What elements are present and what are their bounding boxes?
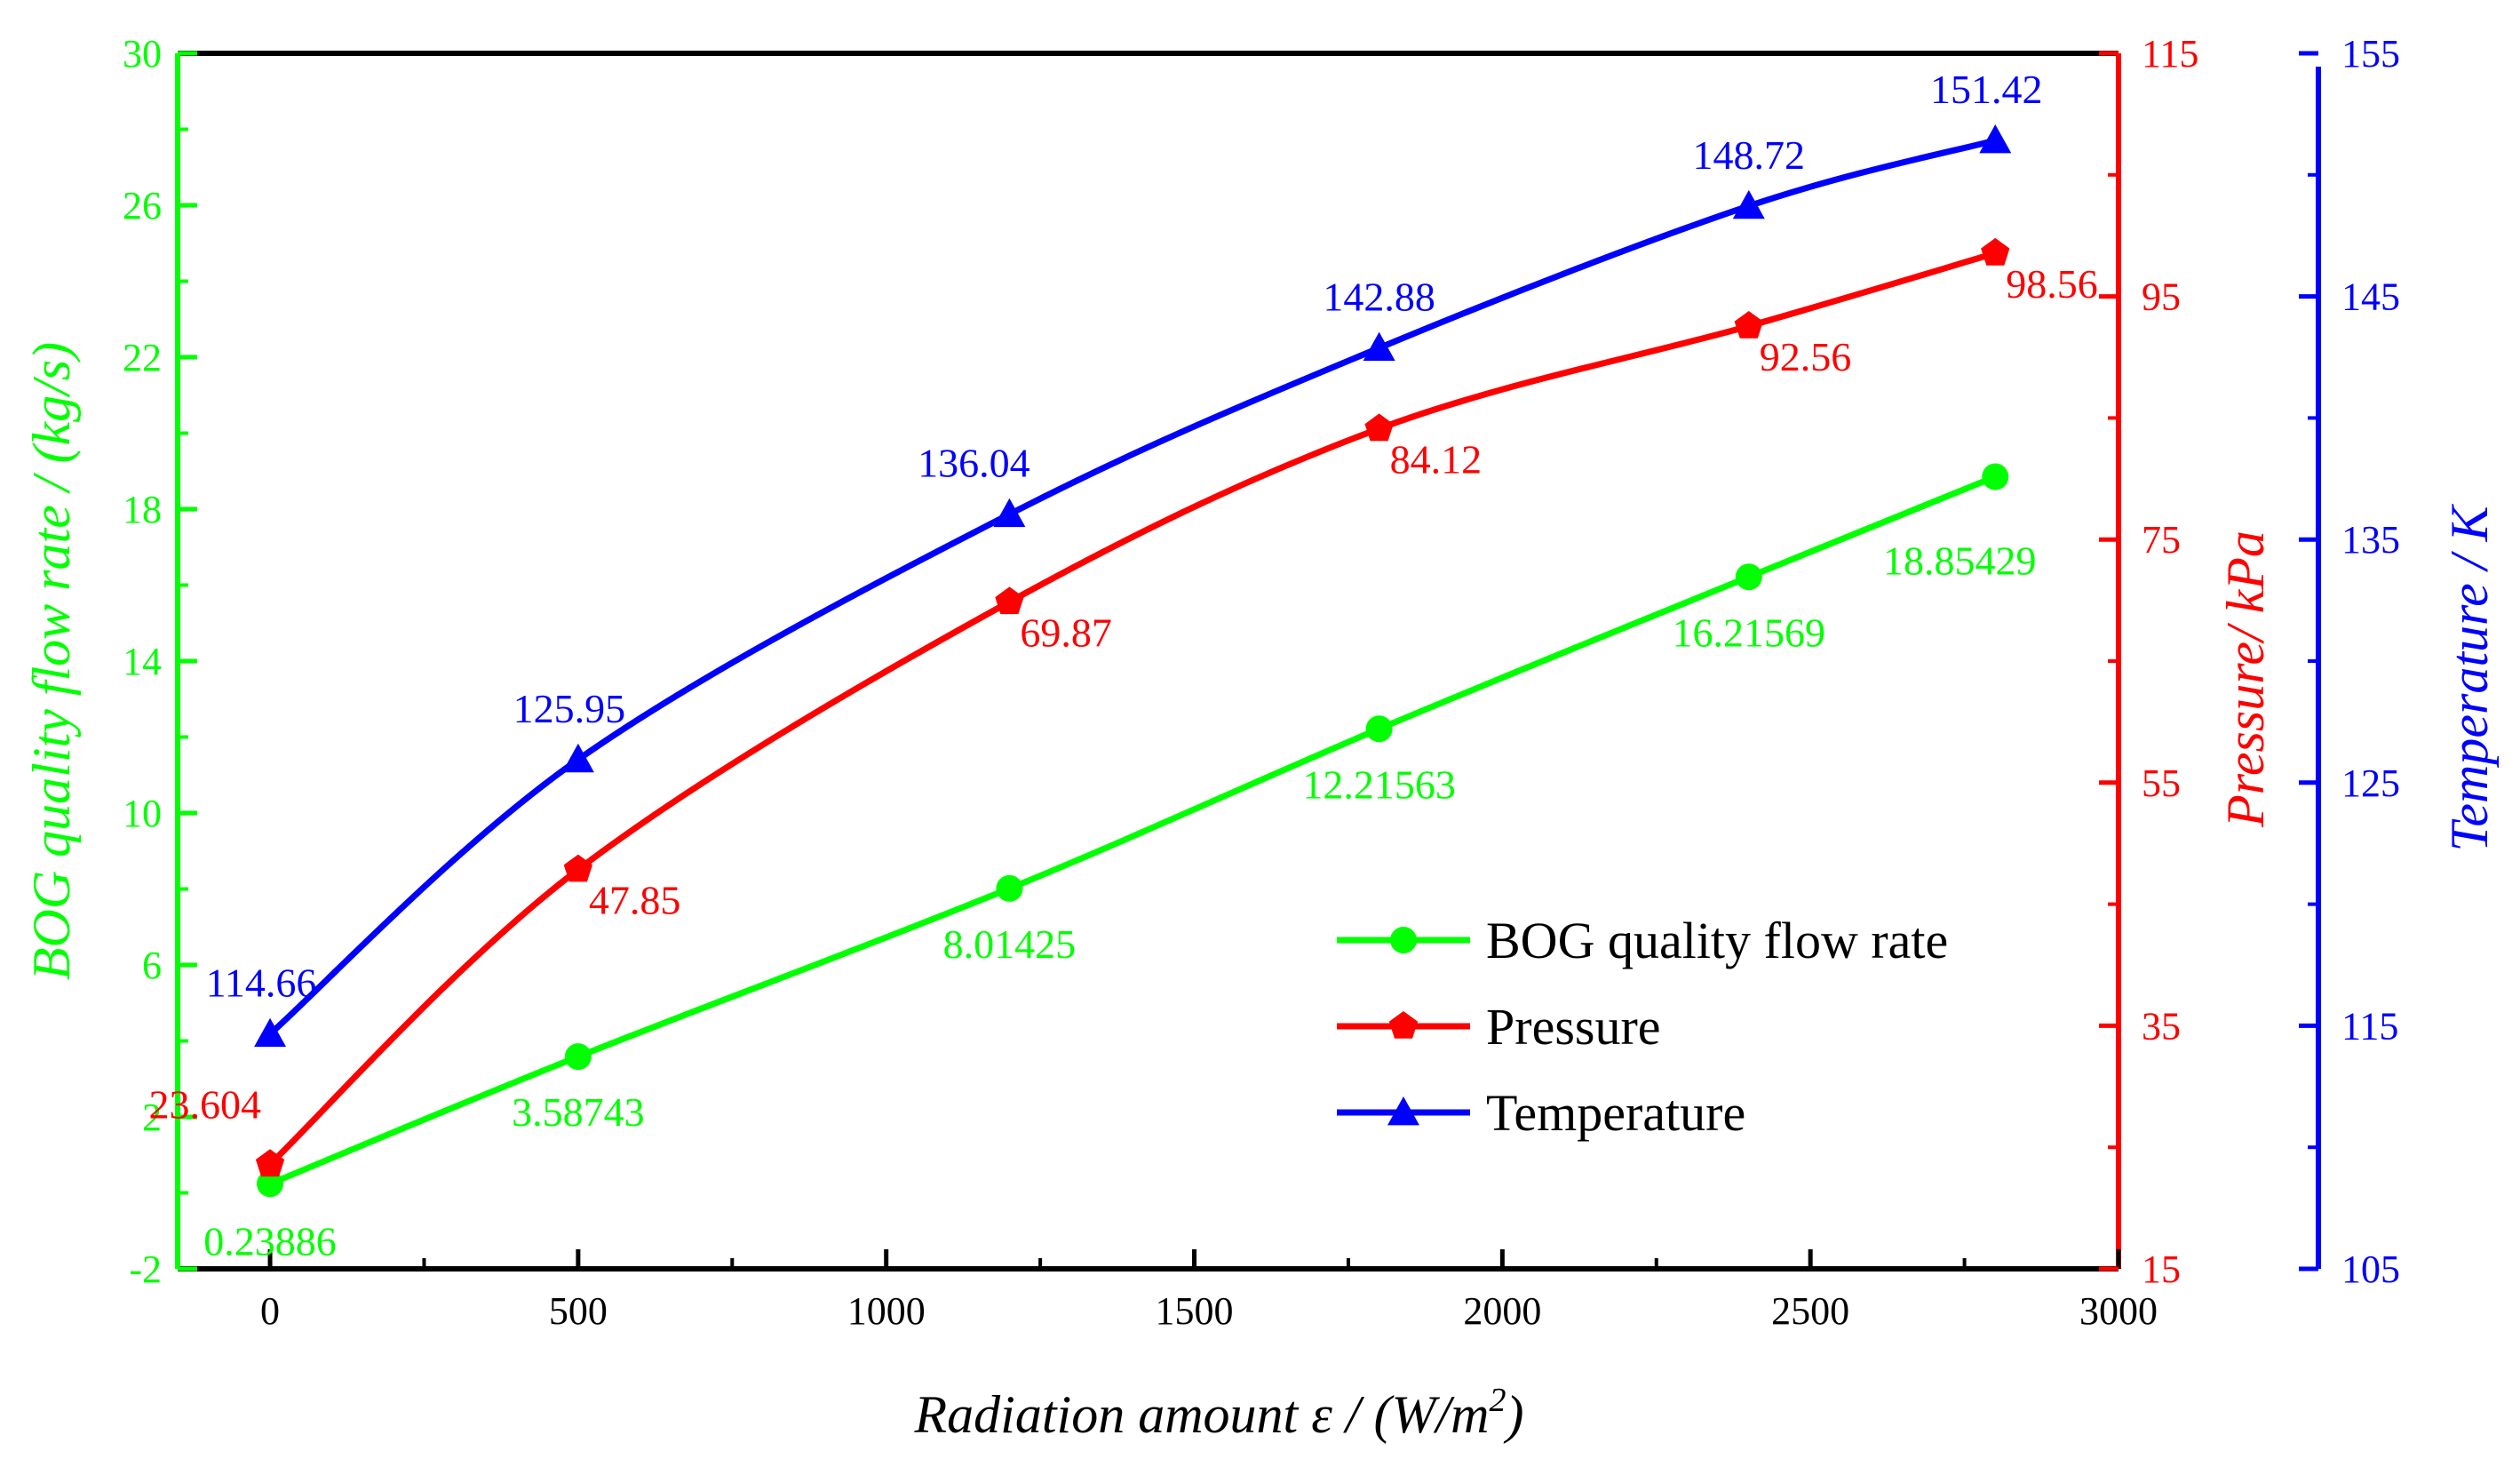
data-point [993, 498, 1026, 528]
data-point [255, 1149, 285, 1177]
temperature-axis-tick-label: 135 [2341, 518, 2400, 562]
data-point [561, 743, 594, 773]
x-tick-label: 2000 [1463, 1289, 1541, 1333]
data-label: 16.21569 [1673, 610, 1826, 655]
data-label: 47.85 [589, 878, 681, 923]
data-point [563, 854, 592, 882]
x-tick-label: 1500 [1156, 1289, 1234, 1333]
legend-item: Pressure [1337, 998, 1661, 1056]
data-label: 136.04 [918, 441, 1030, 486]
series-line [268, 474, 1997, 1187]
left-axis-tick-label: 6 [142, 944, 162, 987]
data-label: 84.12 [1390, 436, 1483, 482]
series-temperature [254, 124, 2012, 1048]
x-tick-label: 3000 [2079, 1289, 2158, 1333]
left-axis-tick-label: 10 [123, 792, 162, 835]
data-label: 92.56 [1760, 334, 1852, 379]
data-point [1982, 463, 2009, 490]
pressure-axis-tick-label: 75 [2142, 518, 2181, 562]
legend-label: BOG quality flow rate [1486, 912, 1948, 969]
data-label: 69.87 [1020, 610, 1112, 655]
x-tick-label: 0 [260, 1289, 280, 1333]
legend-marker [1387, 1096, 1419, 1126]
data-labels: 0.23886 3.58743 8.01425 12.21563 16.21569 18.… [149, 67, 2098, 1264]
axes: 0 500 1000 1500 2000 2500 3000-226101418222630… [22, 32, 2499, 1444]
data-point [1732, 189, 1765, 219]
left-axis-tick-label: 30 [123, 32, 162, 76]
series-layer [254, 124, 2012, 1198]
pressure-axis-tick-label: 115 [2142, 32, 2198, 76]
data-point [254, 1017, 287, 1048]
data-point [995, 586, 1024, 615]
left-axis-title: BOG quality flow rate / (kg/s) [22, 342, 81, 980]
data-point [1979, 124, 2012, 154]
temperature-axis-tick-label: 155 [2341, 32, 2400, 76]
data-label: 12.21563 [1302, 761, 1456, 807]
data-point [1365, 715, 1393, 743]
axes-frame [178, 51, 2119, 1272]
left-axis-tick-label: 26 [123, 184, 162, 227]
data-point [1981, 237, 2010, 266]
data-label: 98.56 [2006, 261, 2098, 307]
data-label: 23.604 [149, 1081, 262, 1127]
pressure-axis-tick-label: 15 [2142, 1248, 2181, 1291]
x-tick-label: 500 [549, 1289, 608, 1333]
data-label: 0.23886 [203, 1218, 337, 1264]
legend-item: BOG quality flow rate [1337, 912, 1948, 969]
left-axis-tick-label: -2 [129, 1248, 162, 1291]
data-point [564, 1043, 592, 1071]
data-point [1735, 563, 1762, 591]
temperature-axis-tick-label: 105 [2341, 1248, 2400, 1291]
temperature-axis-tick-label: 145 [2341, 275, 2400, 319]
legend-item: Temperature [1337, 1084, 1745, 1142]
data-label: 3.58743 [512, 1089, 645, 1135]
series-line [267, 137, 1997, 1037]
pressure-axis-tick-label: 95 [2142, 275, 2181, 319]
data-point [996, 874, 1023, 902]
data-point [1734, 311, 1763, 339]
data-label: 18.85429 [1883, 538, 2037, 583]
data-label: 114.66 [206, 961, 317, 1006]
data-point [257, 1170, 284, 1198]
legend: BOG quality flow rate Pressure Temperature [1337, 912, 1948, 1142]
data-label: 151.42 [1930, 67, 2043, 112]
data-label: 125.95 [513, 686, 626, 731]
pressure-axis-tick-label: 55 [2142, 761, 2181, 805]
left-axis-tick-label: 2 [142, 1096, 162, 1139]
data-label: 148.72 [1693, 132, 1806, 178]
temperature-axis-tick-label: 115 [2341, 1004, 2398, 1048]
legend-label: Temperature [1486, 1084, 1745, 1142]
series-bog-quality-flow-rate [257, 463, 2009, 1198]
data-label: 8.01425 [943, 921, 1077, 967]
x-tick-label: 1000 [847, 1289, 926, 1333]
left-axis-tick-label: 22 [123, 336, 162, 379]
x-tick-label: 2500 [1771, 1289, 1849, 1333]
data-point [1364, 413, 1394, 442]
legend-marker [1390, 927, 1417, 953]
left-axis-tick-label: 14 [123, 640, 162, 683]
pressure-axis-title: Pressure/ kPa [2216, 530, 2275, 828]
data-label: 142.88 [1323, 275, 1435, 320]
x-axis-title: Radiation amount ε / (W/m2) [914, 1382, 1524, 1444]
legend-label: Pressure [1486, 998, 1661, 1056]
series-pressure [255, 237, 2010, 1177]
data-point [1363, 331, 1395, 362]
temperature-axis-tick-label: 125 [2341, 761, 2400, 805]
pressure-axis-tick-label: 35 [2142, 1004, 2181, 1048]
left-axis-tick-label: 18 [123, 488, 162, 531]
temperature-axis-title: Temperature / K [2440, 504, 2499, 852]
legend-marker [1388, 1011, 1419, 1039]
